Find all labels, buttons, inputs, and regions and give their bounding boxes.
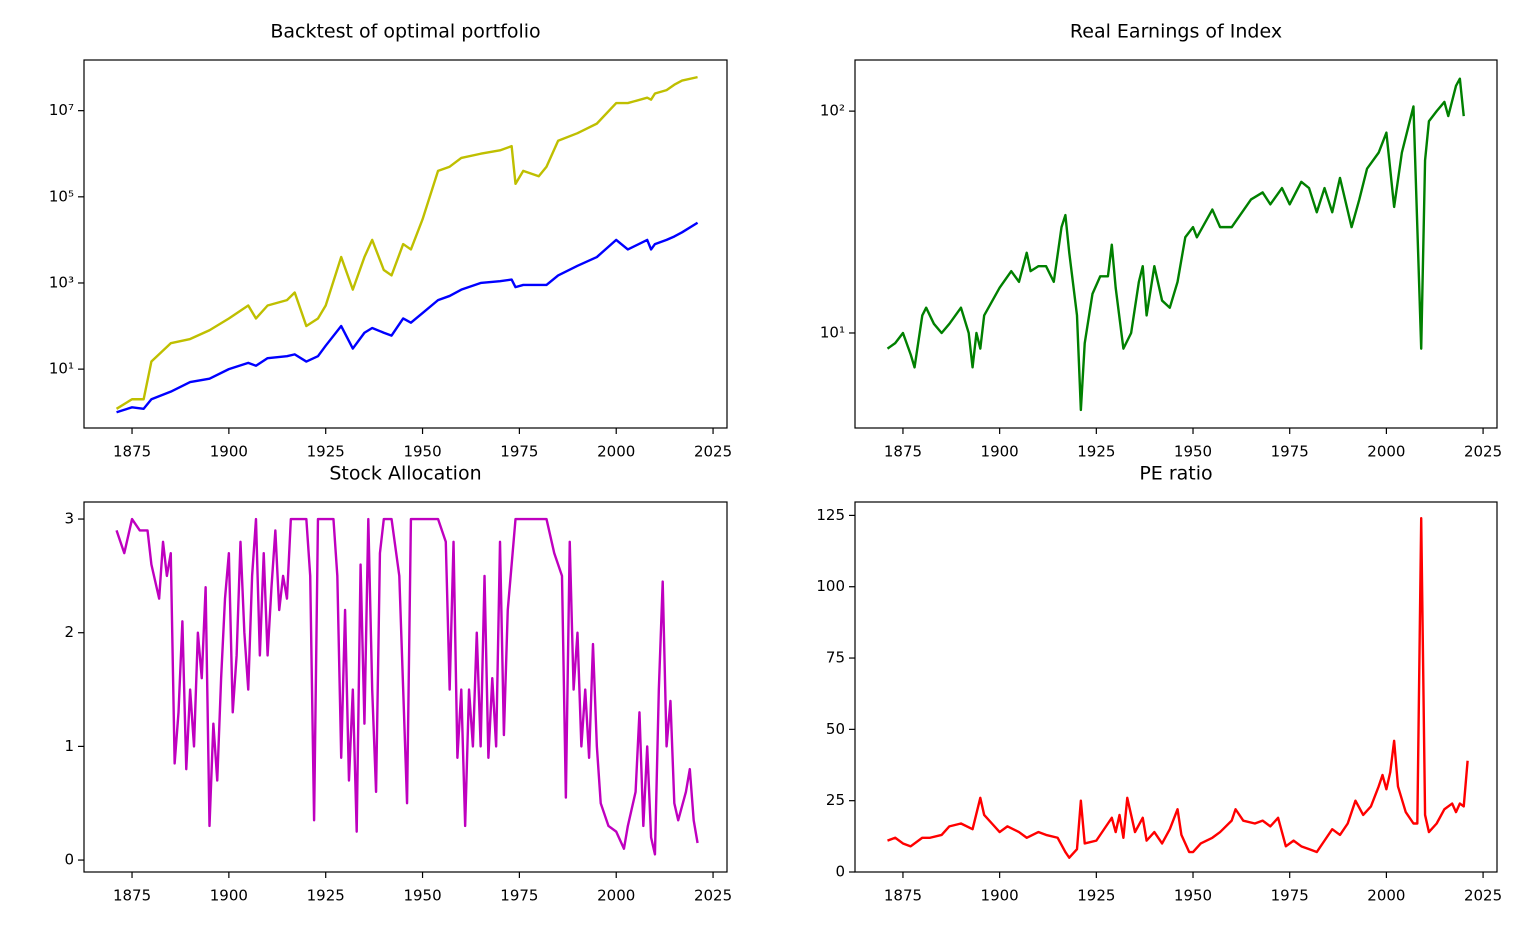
axes-frame [83, 501, 728, 873]
y-tick-label: 0 [64, 851, 74, 869]
x-tick-label: 2025 [1464, 887, 1502, 905]
y-tick-label: 125 [816, 506, 845, 524]
chart-title: Stock Allocation [329, 463, 481, 485]
y-tick-label: 10⁷ [49, 101, 74, 119]
y-tick-label: 100 [816, 577, 845, 595]
x-tick-label: 2025 [694, 443, 732, 461]
x-tick-label: 1975 [1271, 887, 1309, 905]
series-line [116, 221, 699, 414]
x-tick-label: 1950 [403, 443, 441, 461]
x-tick-label: 1950 [1174, 443, 1212, 461]
x-tick-label: 1975 [500, 443, 538, 461]
x-tick-label: 1975 [500, 887, 538, 905]
series-line [115, 75, 698, 410]
chart-title: Backtest of optimal portfolio [270, 21, 540, 43]
x-tick-label: 1900 [210, 443, 248, 461]
x-tick-label: 2000 [597, 887, 635, 905]
x-tick-label: 1950 [403, 887, 441, 905]
y-tick-label: 75 [826, 649, 845, 667]
x-tick-label: 2025 [694, 887, 732, 905]
x-tick-label: 1950 [1174, 887, 1212, 905]
y-tick-label: 10⁵ [49, 187, 74, 205]
x-tick-label: 2025 [1464, 443, 1502, 461]
x-tick-label: 1900 [210, 887, 248, 905]
x-tick-label: 1925 [1077, 887, 1115, 905]
x-tick-label: 1900 [981, 443, 1019, 461]
y-tick-label: 50 [826, 720, 845, 738]
y-tick-label: 10³ [49, 273, 74, 291]
series-line [887, 517, 1469, 859]
x-tick-label: 1925 [307, 887, 345, 905]
x-tick-label: 1875 [113, 443, 151, 461]
chart-title: PE ratio [1139, 463, 1212, 485]
axes-frame [854, 59, 1498, 429]
y-tick-label: 3 [64, 510, 74, 528]
axes-frame [83, 59, 728, 429]
y-tick-label: 10¹ [820, 323, 845, 341]
y-tick-label: 1 [64, 737, 74, 755]
series-line [886, 77, 1465, 412]
y-tick-label: 25 [826, 791, 845, 809]
y-tick-label: 10² [820, 102, 845, 120]
x-tick-label: 1875 [884, 887, 922, 905]
y-tick-label: 2 [64, 623, 74, 641]
y-tick-label: 10¹ [49, 360, 74, 378]
x-tick-label: 2000 [1367, 887, 1405, 905]
x-tick-label: 1975 [1271, 443, 1309, 461]
chart-title: Real Earnings of Index [1070, 21, 1282, 43]
series-line [115, 517, 699, 856]
x-tick-label: 1875 [884, 443, 922, 461]
x-tick-label: 1900 [981, 887, 1019, 905]
x-tick-label: 2000 [1367, 443, 1405, 461]
x-tick-label: 1875 [113, 887, 151, 905]
axes-frame [854, 501, 1498, 873]
x-tick-label: 1925 [307, 443, 345, 461]
x-tick-label: 1925 [1077, 443, 1115, 461]
x-tick-label: 2000 [597, 443, 635, 461]
y-tick-label: 0 [835, 863, 845, 881]
